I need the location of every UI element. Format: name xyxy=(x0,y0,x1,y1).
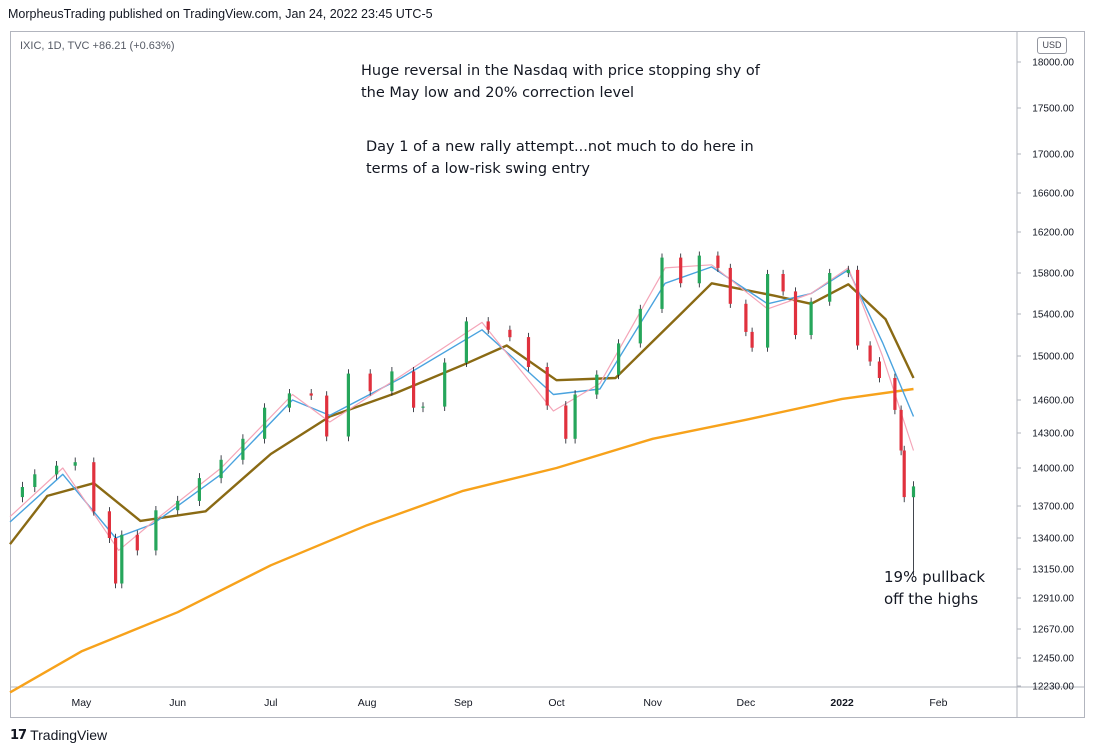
candle-body xyxy=(893,378,897,410)
x-tick-label: Jun xyxy=(169,697,186,709)
candle-body xyxy=(744,303,748,332)
candle-body xyxy=(197,478,201,501)
ema10-line xyxy=(9,266,915,539)
candle-body xyxy=(120,534,124,584)
candle-body xyxy=(390,371,394,392)
candle-body xyxy=(325,395,329,437)
candle-body xyxy=(545,367,549,406)
candle-body xyxy=(412,371,416,408)
candle-body xyxy=(617,343,621,375)
annotation-pullback: 19% pullback off the highs xyxy=(884,568,986,608)
candle-body xyxy=(241,438,245,460)
candle-body xyxy=(55,465,59,475)
candle-body xyxy=(92,462,96,512)
candle-body xyxy=(697,255,701,284)
tradingview-logo-icon: 17 xyxy=(10,727,27,743)
x-tick-label: 2022 xyxy=(830,697,854,709)
candle-body xyxy=(33,474,37,487)
y-tick-label: 15400.00 xyxy=(1032,310,1074,321)
x-tick-label: May xyxy=(71,697,92,709)
candle-body xyxy=(660,257,664,309)
candle-body xyxy=(573,394,577,439)
x-tick-label: Sep xyxy=(454,697,473,709)
x-tick-label: Jul xyxy=(264,697,277,709)
y-tick-label: 12670.00 xyxy=(1032,625,1074,636)
y-tick-label: 12450.00 xyxy=(1032,654,1074,665)
candle-body xyxy=(154,510,158,551)
x-tick-label: Nov xyxy=(643,697,662,709)
candle-body xyxy=(781,274,785,292)
chart-frame[interactable] xyxy=(10,31,1085,718)
y-tick-label: 12910.00 xyxy=(1032,594,1074,605)
candle-body xyxy=(911,486,916,498)
x-tick-label: Oct xyxy=(548,697,564,709)
y-tick-label: 17500.00 xyxy=(1032,104,1074,115)
candle-body xyxy=(856,269,860,346)
candle-body xyxy=(828,273,832,302)
candle-body xyxy=(135,534,139,551)
candle-body xyxy=(309,393,313,396)
y-tick-label: 16200.00 xyxy=(1032,228,1074,239)
x-tick-label: Feb xyxy=(929,697,947,709)
candle-body xyxy=(443,362,447,407)
candle-body xyxy=(899,409,903,451)
y-tick-label: 13700.00 xyxy=(1032,502,1074,513)
candle-body xyxy=(728,267,732,304)
y-tick-label: 14600.00 xyxy=(1032,396,1074,407)
candle-body xyxy=(176,500,180,511)
brand-name: TradingView xyxy=(30,727,108,743)
candle-body xyxy=(846,269,850,273)
ema5-line xyxy=(9,264,915,552)
candle-body xyxy=(793,291,798,335)
candle-body xyxy=(902,450,906,498)
candle-body xyxy=(716,255,720,268)
candle-body xyxy=(73,462,77,466)
publisher-line: MorpheusTrading published on TradingView… xyxy=(8,7,433,21)
y-tick-label: 16600.00 xyxy=(1032,189,1074,200)
candle-body xyxy=(287,393,291,408)
candle-body xyxy=(766,274,770,348)
candle-body xyxy=(809,301,813,335)
x-tick-label: Dec xyxy=(737,697,756,709)
candle-body xyxy=(421,406,425,408)
y-tick-label: 14000.00 xyxy=(1032,464,1074,475)
candle-body xyxy=(595,374,599,395)
annotation-rally-attempt: Day 1 of a new rally attempt...not much … xyxy=(366,139,754,177)
candle-body xyxy=(486,321,490,330)
tradingview-brand[interactable]: 17 TradingView xyxy=(10,727,107,743)
candle-body xyxy=(346,373,350,437)
candle-body xyxy=(526,337,531,367)
annotation-reversal: Huge reversal in the Nasdaq with price s… xyxy=(361,63,760,101)
y-tick-label: 14300.00 xyxy=(1032,429,1074,440)
candle-body xyxy=(20,487,24,498)
candle-body xyxy=(114,538,118,584)
candle-body xyxy=(219,459,223,479)
candle-body xyxy=(508,329,512,338)
candle-body xyxy=(868,345,872,362)
ma200-line xyxy=(9,387,914,694)
candle-body xyxy=(679,257,683,284)
y-tick-label: 15800.00 xyxy=(1032,269,1074,280)
candle-body xyxy=(107,511,111,538)
candle-body xyxy=(877,361,881,378)
candle-body xyxy=(464,321,468,363)
candle-body xyxy=(263,407,267,439)
y-tick-label: 13150.00 xyxy=(1032,565,1074,576)
y-tick-label: 18000.00 xyxy=(1032,58,1074,69)
y-tick-label: 12230.00 xyxy=(1032,682,1074,693)
symbol-info: IXIC, 1D, TVC +86.21 (+0.63%) xyxy=(20,40,175,52)
candle-body xyxy=(368,373,372,392)
currency-button[interactable]: USD xyxy=(1037,37,1067,54)
candle-body xyxy=(564,405,568,439)
x-tick-label: Aug xyxy=(358,697,377,709)
y-tick-label: 15000.00 xyxy=(1032,352,1074,363)
candle-body xyxy=(750,331,754,348)
y-tick-label: 17000.00 xyxy=(1032,150,1074,161)
candle-body xyxy=(638,308,642,344)
y-tick-label: 13400.00 xyxy=(1032,534,1074,545)
